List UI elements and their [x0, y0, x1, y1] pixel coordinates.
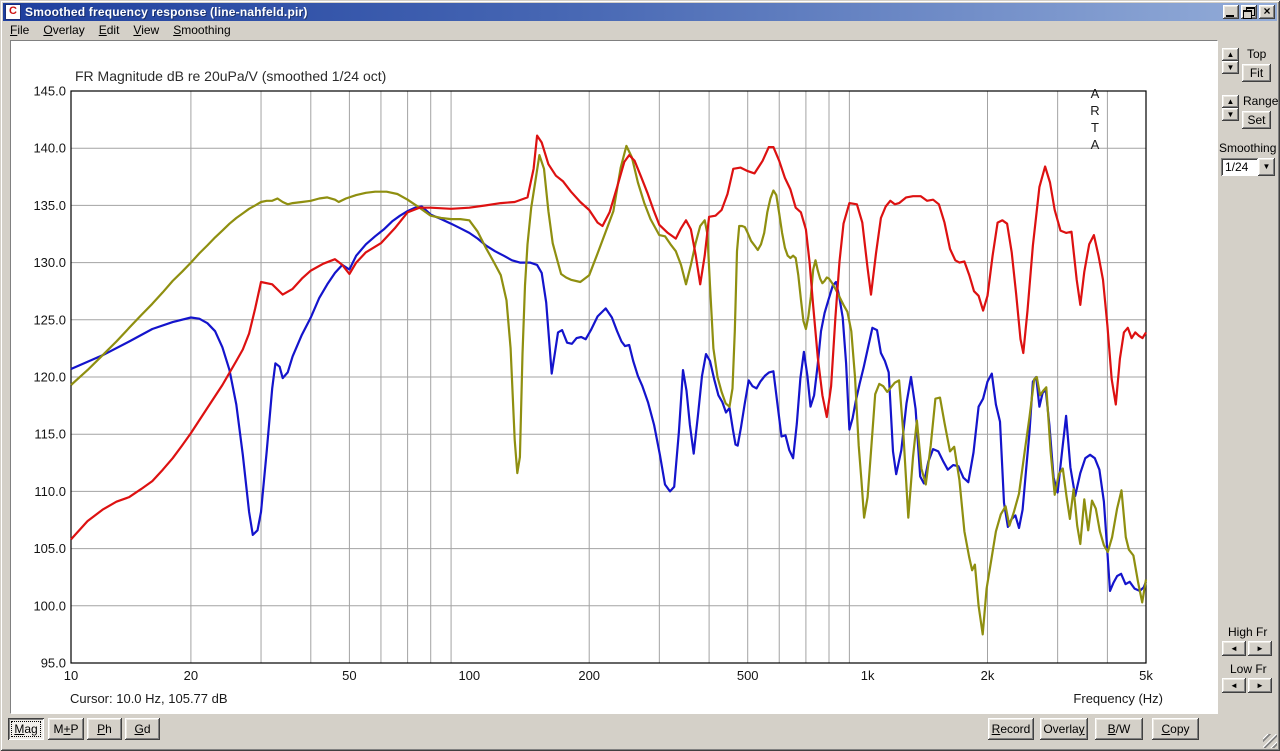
mag-button[interactable]: Mag: [8, 718, 44, 740]
x-tick-label: 1k: [861, 668, 875, 683]
x-tick-label: 5k: [1139, 668, 1153, 683]
y-tick-label: 110.0: [34, 484, 66, 499]
chart-title: FR Magnitude dB re 20uPa/V (smoothed 1/2…: [75, 68, 387, 84]
high-fr-label: High Fr: [1228, 625, 1268, 639]
right-arrow-icon: ►: [1256, 680, 1264, 690]
y-tick-label: 125.0: [33, 312, 66, 327]
down-arrow-icon: ▼: [1226, 62, 1235, 72]
smoothing-combo[interactable]: 1/24 ▼: [1221, 158, 1275, 176]
menu-view[interactable]: View: [133, 23, 160, 37]
y-tick-label: 130.0: [33, 255, 66, 270]
x-tick-label: 200: [578, 668, 600, 683]
plot-border: [70, 90, 1147, 664]
right-arrow-icon: ►: [1256, 643, 1264, 653]
top-spinner: ▲ ▼: [1222, 48, 1239, 74]
gd-button[interactable]: Gd: [125, 718, 160, 740]
x-tick-label: 500: [737, 668, 759, 683]
x-tick-label: 2k: [981, 668, 995, 683]
minimize-icon: [1226, 15, 1234, 17]
series-olive: [70, 144, 1148, 636]
cursor-readout: Cursor: 10.0 Hz, 105.77 dB: [70, 691, 228, 706]
minimize-button[interactable]: [1223, 5, 1239, 19]
top-spin-up-button[interactable]: ▲: [1222, 48, 1239, 61]
up-arrow-icon: ▲: [1226, 96, 1235, 106]
resize-grip[interactable]: [1263, 734, 1277, 748]
top-spin-down-button[interactable]: ▼: [1222, 61, 1239, 74]
record-button[interactable]: Record: [988, 718, 1034, 740]
y-tick-label: 115.0: [34, 427, 66, 442]
series-red: [70, 134, 1147, 541]
high-fr-right-button[interactable]: ►: [1248, 641, 1272, 656]
copy-button[interactable]: Copy: [1152, 718, 1199, 740]
close-icon: ×: [1263, 4, 1271, 18]
smoothing-dropdown-button[interactable]: ▼: [1258, 158, 1275, 176]
app-icon: C: [5, 4, 21, 20]
range-spinner: ▲ ▼: [1222, 95, 1239, 121]
fit-button[interactable]: Fit: [1242, 64, 1271, 82]
close-button[interactable]: ×: [1259, 5, 1275, 19]
x-tick-label: 100: [458, 668, 480, 683]
chart-panel: 145.0 140.0 135.0 130.0 125.0 120.0 115.0 110.0…: [10, 40, 1218, 714]
fr-plot[interactable]: 145.0 140.0 135.0 130.0 125.0 120.0 115.0 110.0…: [11, 41, 1217, 713]
range-spin-down-button[interactable]: ▼: [1222, 108, 1239, 121]
ph-button[interactable]: Ph: [87, 718, 122, 740]
menu-overlay[interactable]: Overlay: [43, 23, 85, 37]
left-arrow-icon: ◄: [1230, 680, 1238, 690]
arta-watermark: A R T A: [1090, 86, 1100, 152]
y-tick-label: 105.0: [33, 541, 66, 556]
x-tick-label: 50: [342, 668, 356, 683]
title-bar[interactable]: C Smoothed frequency response (line-nahf…: [3, 3, 1277, 21]
menu-file[interactable]: File: [10, 23, 30, 37]
high-fr-left-button[interactable]: ◄: [1222, 641, 1246, 656]
menu-bar: File Overlay Edit View Smoothing: [3, 21, 1277, 39]
x-tick-label: 10: [64, 668, 78, 683]
window-title: Smoothed frequency response (line-nahfel…: [25, 5, 308, 19]
restore-button[interactable]: [1241, 5, 1257, 19]
x-axis-title: Frequency (Hz): [1073, 691, 1163, 706]
up-arrow-icon: ▲: [1226, 49, 1235, 59]
y-tick-label: 120.0: [33, 370, 66, 385]
series-blue: [70, 205, 1148, 592]
y-tick-label: 100.0: [33, 598, 66, 613]
smoothing-value: 1/24: [1221, 158, 1258, 176]
top-label: Top: [1247, 47, 1267, 61]
smoothing-label: Smoothing: [1219, 141, 1277, 155]
down-arrow-icon: ▼: [1226, 109, 1235, 119]
overlay-button[interactable]: Overlay: [1040, 718, 1088, 740]
menu-edit[interactable]: Edit: [98, 23, 120, 37]
chevron-down-icon: ▼: [1262, 162, 1271, 171]
low-fr-label: Low Fr: [1230, 662, 1267, 676]
y-tick-label: 135.0: [33, 198, 66, 213]
range-label: Range: [1243, 94, 1279, 108]
left-arrow-icon: ◄: [1230, 643, 1238, 653]
bw-button[interactable]: B/W: [1095, 718, 1143, 740]
range-spin-up-button[interactable]: ▲: [1222, 95, 1239, 108]
low-fr-right-button[interactable]: ►: [1248, 678, 1272, 693]
y-tick-label: 95.0: [41, 656, 66, 671]
m-plus-p-button[interactable]: M+P: [48, 718, 84, 740]
menu-smoothing[interactable]: Smoothing: [173, 23, 231, 37]
set-button[interactable]: Set: [1242, 111, 1271, 129]
x-tick-label: 20: [184, 668, 198, 683]
low-fr-left-button[interactable]: ◄: [1222, 678, 1246, 693]
y-tick-label: 140.0: [33, 141, 66, 156]
y-tick-label: 145.0: [33, 84, 66, 99]
